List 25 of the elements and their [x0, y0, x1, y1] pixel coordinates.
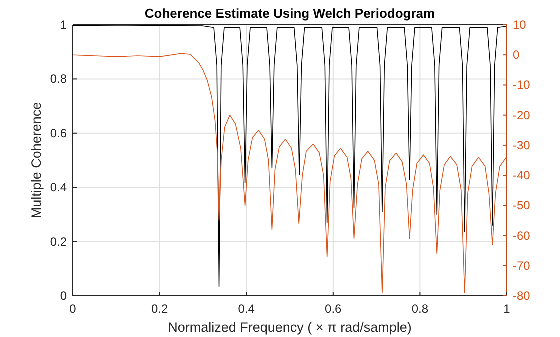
- y2-tick-label: -30: [513, 138, 531, 152]
- y2-tick-label: -50: [513, 198, 531, 213]
- x-axis-title: Normalized Frequency ( × π rad/sample): [168, 320, 412, 335]
- y2-tick-label: -10: [513, 78, 531, 92]
- y-tick-label: 0.6: [50, 126, 68, 140]
- y2-tick-label: 10: [513, 18, 527, 32]
- x-tick-label: 0.6: [325, 302, 342, 316]
- x-tick-label: 0.2: [151, 302, 168, 316]
- y-tick-label: 0.2: [50, 234, 68, 249]
- y-axis-title: Multiple Coherence: [29, 102, 44, 219]
- x-tick-label: 0.4: [238, 302, 256, 316]
- y2-tick-label: -20: [513, 108, 531, 122]
- y2-tick-label: -60: [513, 228, 531, 243]
- x-tick-label: 0.8: [412, 302, 429, 316]
- y2-tick-label: -70: [513, 258, 531, 273]
- chart-title: Coherence Estimate Using Welch Periodogram: [144, 6, 436, 21]
- y2-tick-label: 0: [513, 48, 520, 62]
- x-tick-label: 0: [70, 302, 77, 316]
- y2-tick-label: -40: [513, 168, 531, 183]
- y2-tick-label: -80: [513, 289, 531, 303]
- y-tick-label: 1: [60, 18, 68, 32]
- x-tick-label: 1: [504, 302, 511, 316]
- y-tick-label: 0.8: [50, 72, 68, 86]
- y-tick-label: 0: [60, 289, 68, 303]
- y-tick-label: 0.4: [50, 180, 68, 195]
